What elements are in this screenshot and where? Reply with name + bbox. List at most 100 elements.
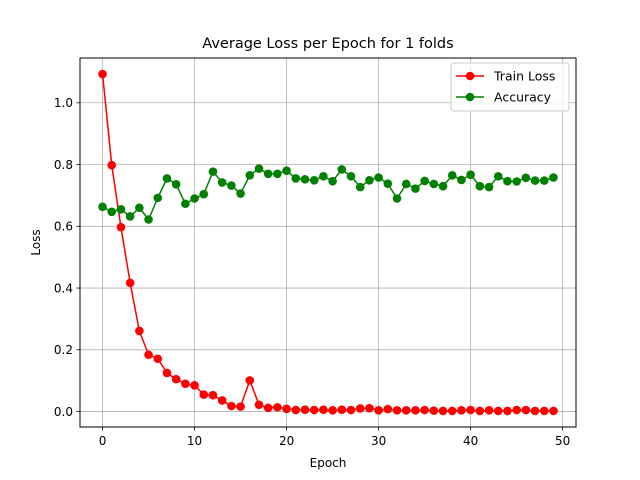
- data-point-accuracy: [227, 181, 236, 190]
- data-point-accuracy: [162, 174, 172, 183]
- data-point-train-loss: [309, 405, 319, 415]
- data-point-accuracy: [355, 182, 365, 192]
- data-point-train-loss: [236, 402, 245, 411]
- chart-title: Average Loss per Epoch for 1 folds: [202, 36, 453, 52]
- data-point-train-loss: [245, 376, 255, 385]
- data-point-accuracy: [374, 173, 383, 182]
- data-point-accuracy: [190, 194, 199, 203]
- x-tick-label: 10: [187, 434, 202, 448]
- y-tick-label: 1.0: [54, 96, 73, 110]
- data-point-accuracy: [411, 184, 420, 193]
- data-point-accuracy: [245, 171, 255, 180]
- data-point-accuracy: [199, 189, 209, 199]
- data-point-train-loss: [521, 405, 531, 415]
- data-point-accuracy: [457, 175, 466, 185]
- legend: Train Loss Accuracy: [450, 62, 570, 112]
- series-accuracy: [98, 164, 558, 224]
- data-point-train-loss: [447, 406, 457, 416]
- data-point-accuracy: [254, 164, 264, 173]
- data-point-accuracy: [429, 179, 439, 189]
- data-point-accuracy: [208, 167, 218, 176]
- data-point-accuracy: [466, 170, 475, 180]
- series-train-loss: [98, 69, 558, 416]
- data-point-train-loss: [227, 401, 236, 411]
- data-point-accuracy: [539, 176, 549, 185]
- data-point-accuracy: [319, 171, 328, 181]
- data-point-accuracy: [530, 176, 540, 185]
- data-point-train-loss: [411, 406, 420, 415]
- data-point-train-loss: [475, 406, 485, 416]
- data-point-train-loss: [539, 406, 549, 416]
- data-point-train-loss: [484, 406, 494, 415]
- data-point-train-loss: [319, 405, 328, 415]
- data-point-accuracy: [217, 178, 227, 187]
- data-point-train-loss: [135, 326, 144, 336]
- data-point-train-loss: [466, 405, 475, 415]
- x-axis-ticks: 0 10 20 30 40 50: [99, 427, 570, 448]
- data-point-train-loss: [181, 379, 190, 389]
- data-point-accuracy: [383, 179, 393, 188]
- data-point-train-loss: [116, 222, 126, 232]
- data-point-train-loss: [365, 403, 374, 413]
- y-tick-label: 0.6: [54, 220, 73, 234]
- data-point-train-loss: [374, 406, 383, 415]
- data-point-train-loss: [355, 404, 365, 413]
- data-point-train-loss: [153, 354, 163, 364]
- data-point-accuracy: [401, 179, 411, 189]
- data-point-accuracy: [98, 202, 107, 212]
- legend-label-accuracy: Accuracy: [494, 90, 552, 105]
- data-point-train-loss: [420, 405, 429, 415]
- data-point-train-loss: [144, 350, 153, 360]
- data-point-train-loss: [217, 396, 227, 405]
- data-point-accuracy: [493, 171, 503, 181]
- y-tick-label: 0.4: [54, 281, 73, 295]
- data-point-accuracy: [282, 166, 291, 176]
- data-point-train-loss: [429, 406, 439, 415]
- data-point-train-loss: [171, 374, 181, 384]
- data-point-train-loss: [125, 278, 135, 288]
- data-point-train-loss: [512, 405, 521, 415]
- data-point-train-loss: [162, 368, 172, 378]
- data-point-train-loss: [457, 406, 466, 415]
- data-point-train-loss: [328, 406, 337, 415]
- data-point-accuracy: [475, 181, 485, 191]
- data-point-train-loss: [438, 406, 448, 416]
- data-point-accuracy: [135, 203, 144, 213]
- data-point-accuracy: [300, 175, 310, 184]
- data-point-accuracy: [503, 176, 512, 186]
- x-tick-label: 0: [99, 434, 107, 448]
- data-point-accuracy: [365, 175, 374, 185]
- data-point-train-loss: [98, 69, 107, 79]
- data-point-train-loss: [493, 406, 503, 416]
- data-point-train-loss: [190, 381, 199, 390]
- data-point-accuracy: [309, 175, 319, 185]
- plot-frame: [79, 57, 577, 428]
- y-tick-label: 0.0: [54, 405, 73, 419]
- data-point-accuracy: [438, 181, 448, 191]
- data-point-accuracy: [484, 182, 494, 192]
- data-point-train-loss: [208, 390, 218, 400]
- y-tick-label: 0.8: [54, 158, 73, 172]
- legend-marker-train-loss: [465, 71, 475, 81]
- data-point-train-loss: [383, 404, 393, 414]
- series-layer: [98, 69, 558, 416]
- x-tick-label: 40: [463, 434, 478, 448]
- data-point-train-loss: [401, 406, 411, 415]
- data-point-accuracy: [291, 174, 301, 183]
- data-point-train-loss: [107, 160, 117, 170]
- grid-lines: [80, 58, 576, 427]
- data-point-accuracy: [116, 205, 126, 214]
- data-point-accuracy: [392, 194, 402, 203]
- y-axis-label: Loss: [29, 229, 43, 255]
- data-point-train-loss: [337, 405, 347, 415]
- data-point-train-loss: [392, 406, 402, 415]
- x-tick-label: 20: [279, 434, 294, 448]
- data-point-accuracy: [273, 169, 282, 179]
- data-point-accuracy: [337, 165, 347, 174]
- data-point-accuracy: [328, 176, 337, 186]
- data-point-accuracy: [346, 171, 356, 181]
- data-point-accuracy: [171, 179, 181, 189]
- legend-box: [450, 62, 570, 112]
- y-tick-label: 0.2: [54, 343, 73, 357]
- data-point-accuracy: [447, 171, 457, 180]
